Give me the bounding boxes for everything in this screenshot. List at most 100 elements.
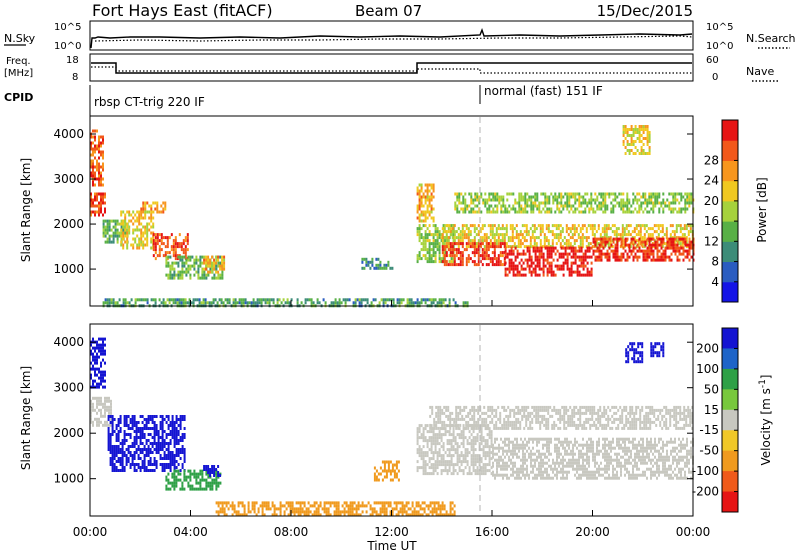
echo-cell [518,193,520,196]
echo-cell [136,442,138,445]
echo-cell [446,245,448,248]
echo-cell [502,211,504,214]
echo-cell [423,430,425,433]
echo-cell [377,267,379,270]
echo-cell [252,504,254,507]
echo-cell [430,504,432,507]
echo-cell [665,256,667,259]
echo-cell [376,501,378,504]
echo-cell [128,229,130,232]
noise-tick-right-bottom: 10^0 [706,41,733,52]
echo-cell [457,442,459,445]
echo-cell [639,256,641,259]
echo-cell [627,259,629,262]
echo-cell [647,256,649,259]
echo-cell [113,241,115,244]
echo-cell [135,301,137,304]
echo-cell [645,152,647,155]
echo-cell [425,211,427,214]
echo-cell [363,267,365,270]
echo-cell [480,211,482,214]
echo-cell [374,507,376,510]
echo-cell [677,250,679,253]
echo-cell [130,220,132,223]
echo-cell [453,445,455,448]
echo-cell [530,236,532,239]
echo-cell [573,250,575,253]
echo-cell [184,436,186,439]
echo-cell [512,193,514,196]
echo-cell [586,205,588,208]
echo-cell [561,253,563,256]
echo-cell [494,224,496,227]
echo-cell [573,247,575,250]
echo-cell [172,454,174,457]
echo-cell [324,507,326,510]
echo-cell [116,454,118,457]
echo-cell [494,196,496,199]
echo-cell [167,265,169,268]
echo-cell [448,236,450,239]
echo-cell [510,236,512,239]
echo-cell [142,433,144,436]
echo-cell [107,232,109,235]
echo-cell [687,250,689,253]
echo-cell [647,152,649,155]
echo-cell [461,451,463,454]
echo-cell [126,211,128,214]
echo-cell [485,469,487,472]
echo-cell [239,301,241,304]
echo-cell [474,251,476,254]
echo-cell [262,510,264,513]
echo-cell [171,274,173,277]
echo-cell [146,223,148,226]
echo-cell [517,250,519,253]
echo-cell [430,501,432,504]
echo-cell [456,208,458,211]
echo-cell [138,454,140,457]
echo-cell [172,436,174,439]
echo-cell [128,451,130,454]
echo-cell [431,451,433,454]
echo-cell [215,256,217,259]
echo-cell [496,199,498,202]
echo-cell [686,227,688,230]
echo-cell [435,298,437,301]
echo-cell [535,247,537,250]
echo-cell [660,230,662,233]
echo-cell [490,227,492,230]
echo-cell [128,232,130,235]
echo-cell [465,451,467,454]
echo-cell [132,457,134,460]
echo-cell [115,301,117,304]
echo-cell [110,433,112,436]
echo-cell [547,256,549,259]
echo-cell [112,421,114,424]
echo-cell [96,386,98,389]
echo-cell [141,298,143,301]
echo-cell [558,227,560,230]
echo-cell [512,441,514,444]
echo-cell [114,430,116,433]
echo-cell [96,196,98,199]
echo-cell [551,271,553,274]
echo-cell [496,193,498,196]
echo-cell [589,271,591,274]
echo-cell [542,208,544,211]
echo-cell [120,427,122,430]
echo-cell [606,233,608,236]
echo-cell [376,479,378,482]
echo-cell [456,263,458,266]
echo-cell [431,445,433,448]
echo-cell [165,245,167,248]
echo-cell [581,262,583,265]
echo-cell [374,510,376,513]
echo-cell [189,473,191,476]
echo-cell [98,383,100,386]
echo-cell [651,250,653,253]
echo-cell [462,239,464,242]
echo-cell [175,476,177,479]
echo-cell [219,298,221,301]
echo-cell [516,438,518,441]
echo-cell [98,202,100,205]
